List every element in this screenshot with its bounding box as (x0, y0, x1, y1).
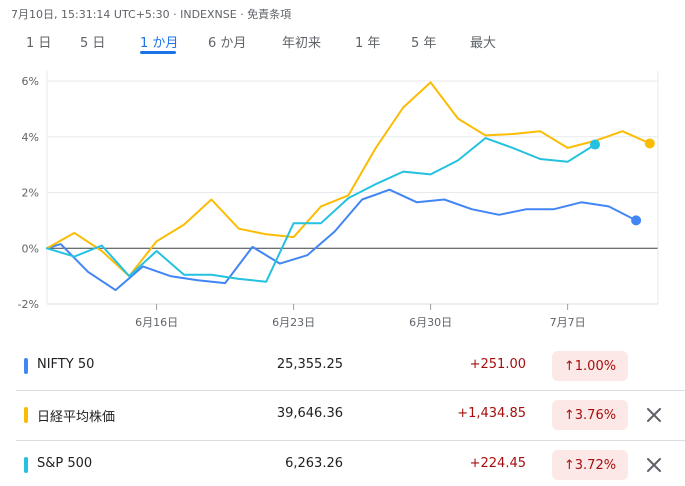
tab-ytd[interactable]: 年初来 (282, 36, 322, 51)
x-tick-label: 6月30日 (409, 316, 452, 329)
series-color-swatch (24, 358, 28, 374)
close-icon (647, 458, 661, 472)
row-divider (16, 440, 685, 441)
table-row-nifty[interactable]: NIFTY 50 25,355.25 +251.00 ↑1.00% (16, 342, 685, 390)
series-line (46, 81, 651, 278)
range-tabs: 1 日 5 日 1 か月 6 か月 年初来 1 年 5 年 最大 (0, 32, 685, 56)
comparison-chart[interactable]: 6% 4% 2% 0% -2% 6月16日 6月23日 6月30日 7月7日 (0, 62, 685, 340)
row-price: 39,646.36 (276, 406, 343, 421)
row-change: +1,434.85 (457, 406, 526, 421)
row-name: NIFTY 50 (37, 357, 95, 372)
series-endpoint (644, 138, 655, 149)
tab-5-days[interactable]: 5 日 (80, 36, 106, 51)
y-tick-label: 6% (22, 75, 39, 88)
row-change: +251.00 (469, 357, 526, 372)
series-color-swatch (24, 457, 28, 473)
y-tick-label: 0% (22, 242, 39, 255)
row-percent-badge: ↑3.72% (552, 450, 628, 480)
row-divider (16, 390, 685, 391)
x-tick-label: 6月16日 (135, 316, 178, 329)
tab-6-months[interactable]: 6 か月 (208, 36, 247, 51)
tab-1-month[interactable]: 1 か月 (140, 36, 179, 51)
series-endpoint (590, 139, 600, 150)
row-price: 25,355.25 (276, 357, 343, 372)
row-price: 6,263.26 (285, 456, 343, 471)
remove-comparison-button[interactable] (642, 403, 666, 427)
tab-max[interactable]: 最大 (470, 36, 497, 51)
tab-1-year[interactable]: 1 年 (355, 36, 381, 51)
series-line (46, 137, 596, 283)
y-tick-label: -2% (18, 298, 39, 311)
row-percent-badge: ↑1.00% (552, 351, 628, 381)
row-name: 日経平均株価 (37, 410, 116, 425)
close-icon (647, 408, 661, 422)
series-color-swatch (24, 407, 28, 423)
table-row-sp500[interactable]: S&P 500 6,263.26 +224.45 ↑3.72% (16, 441, 685, 486)
x-tick-label: 6月23日 (272, 316, 315, 329)
row-change: +224.45 (469, 456, 526, 471)
y-tick-label: 2% (22, 187, 39, 200)
table-row-nikkei[interactable]: 日経平均株価 39,646.36 +1,434.85 ↑3.76% (16, 391, 685, 439)
x-tick-label: 7月7日 (550, 316, 586, 329)
y-tick-label: 4% (22, 131, 39, 144)
remove-comparison-button[interactable] (642, 453, 666, 477)
chart-timestamp: 7月10日, 15:31:14 UTC+5:30 · INDEXNSE · 免責… (11, 8, 292, 21)
series-line (46, 188, 638, 292)
tab-5-years[interactable]: 5 年 (411, 36, 437, 51)
tab-1-day[interactable]: 1 日 (26, 36, 52, 51)
active-tab-indicator (140, 51, 176, 54)
row-name: S&P 500 (37, 456, 93, 471)
series-endpoint (631, 215, 642, 226)
row-percent-badge: ↑3.76% (552, 400, 628, 430)
